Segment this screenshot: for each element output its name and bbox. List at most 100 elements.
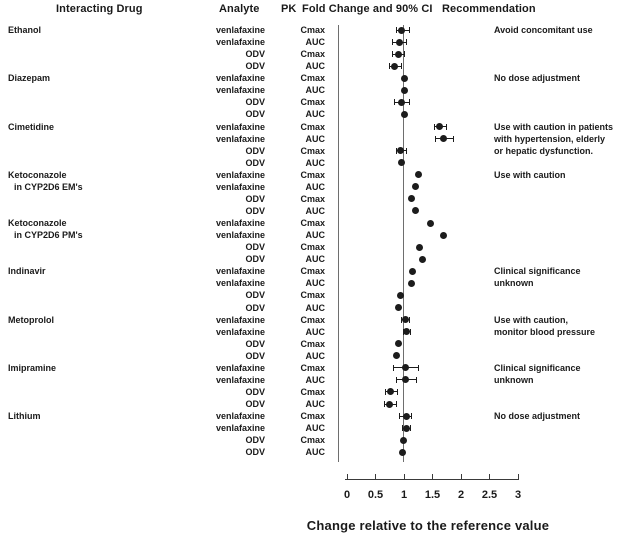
axis-tick	[346, 474, 348, 479]
data-point	[398, 98, 406, 106]
pk-label: Cmax	[300, 386, 325, 397]
error-bar-cap-right	[396, 388, 398, 395]
pk-label: AUC	[305, 157, 326, 168]
data-point	[418, 255, 426, 263]
pk-label: AUC	[305, 423, 326, 434]
pk-label: AUC	[305, 61, 326, 72]
pk-label: Cmax	[300, 193, 325, 204]
axis-tick-label: 1.5	[424, 489, 441, 501]
data-point	[386, 400, 394, 408]
error-bar-cap-right	[446, 123, 448, 130]
data-point	[401, 316, 409, 324]
analyte-label: venlafaxine	[215, 374, 265, 385]
error-bar-cap-right	[406, 147, 408, 154]
analyte-label: ODV	[245, 109, 265, 120]
pk-label: Cmax	[300, 362, 325, 373]
analyte-label: ODV	[245, 338, 265, 349]
axis-tick-label: 3	[514, 489, 522, 501]
drug-label: Ketoconazole	[8, 218, 67, 229]
drug-label: Ethanol	[8, 25, 41, 35]
error-bar-cap-left	[434, 123, 436, 130]
error-bar-cap-left	[398, 413, 400, 420]
x-axis-line	[345, 479, 519, 480]
axis-tick	[375, 474, 376, 479]
pk-label: AUC	[305, 181, 326, 192]
data-point	[399, 436, 407, 444]
pk-label: AUC	[305, 37, 326, 48]
error-bar-cap-right	[409, 328, 411, 335]
data-point	[396, 291, 404, 299]
analyte-label: ODV	[245, 205, 265, 216]
error-bar-cap-right	[417, 364, 419, 371]
drug-label: Ketoconazole	[8, 169, 67, 180]
data-point	[408, 195, 416, 203]
analyte-label: venlafaxine	[215, 25, 265, 35]
data-point	[415, 243, 423, 251]
analyte-label: ODV	[245, 302, 265, 313]
error-bar-cap-left	[392, 364, 394, 371]
data-point	[400, 86, 408, 94]
analyte-label: ODV	[245, 447, 265, 458]
recommendation-text: Clinical significance	[494, 362, 581, 373]
data-point	[394, 50, 402, 58]
recommendation-text: monitor blood pressure	[494, 326, 596, 337]
recommendation-text: No dose adjustment	[494, 73, 581, 84]
recommendation-text: Use with caution,	[494, 314, 569, 325]
error-bar-cap-right	[409, 27, 411, 33]
pk-label: Cmax	[300, 97, 325, 108]
pk-label: Cmax	[300, 338, 325, 349]
analyte-label: venlafaxine	[215, 362, 265, 373]
analyte-label: venlafaxine	[215, 266, 265, 277]
column-header-pk: PK	[281, 3, 297, 15]
pk-label: Cmax	[300, 242, 325, 253]
error-bar-cap-left	[384, 388, 386, 395]
data-point	[398, 159, 406, 167]
error-bar-cap-right	[408, 99, 410, 106]
data-point	[401, 364, 409, 372]
pk-label: Cmax	[300, 266, 325, 277]
analyte-label: venlafaxine	[215, 181, 265, 192]
error-bar-cap-right	[406, 39, 408, 46]
error-bar-cap-right	[453, 135, 455, 142]
axis-tick-label: 0	[343, 489, 351, 501]
drug-label: Imipramine	[8, 362, 57, 373]
recommendation-text: Clinical significance	[494, 266, 581, 277]
data-point	[403, 424, 411, 432]
recommendation-text: or hepatic dysfunction.	[494, 145, 594, 156]
error-bar-cap-right	[411, 413, 413, 420]
data-point	[402, 412, 410, 420]
data-point	[427, 219, 435, 227]
data-point	[395, 340, 403, 348]
data-point	[395, 304, 403, 312]
axis-tick	[489, 474, 490, 479]
analyte-label: ODV	[245, 145, 265, 156]
drug-label: in CYP2D6 PM's	[14, 230, 83, 241]
data-point	[395, 38, 403, 46]
error-bar-cap-left	[401, 425, 403, 432]
pk-label: Cmax	[300, 411, 325, 422]
axis-tick	[517, 474, 519, 479]
data-point	[387, 388, 395, 396]
recommendation-text: unknown	[494, 374, 534, 385]
recommendation-text: Use with caution	[494, 169, 566, 180]
error-bar-cap-right	[408, 316, 410, 323]
pk-label: AUC	[305, 205, 326, 216]
pk-label: AUC	[305, 447, 326, 458]
pk-label: AUC	[305, 374, 326, 385]
pk-label: Cmax	[300, 218, 325, 229]
column-header-interacting-drug: Interacting Drug	[56, 3, 143, 15]
plot-left-spine	[338, 25, 339, 462]
analyte-label: venlafaxine	[215, 85, 265, 96]
analyte-label: ODV	[245, 386, 265, 397]
analyte-label: venlafaxine	[215, 314, 265, 325]
data-point	[391, 62, 399, 70]
error-bar-cap-right	[396, 401, 398, 408]
analyte-label: venlafaxine	[215, 230, 265, 241]
data-point	[436, 123, 444, 131]
analyte-label: ODV	[245, 290, 265, 301]
analyte-label: ODV	[245, 350, 265, 361]
data-point	[401, 376, 409, 384]
data-point	[407, 279, 415, 287]
data-point	[400, 74, 408, 82]
data-point	[393, 352, 401, 360]
